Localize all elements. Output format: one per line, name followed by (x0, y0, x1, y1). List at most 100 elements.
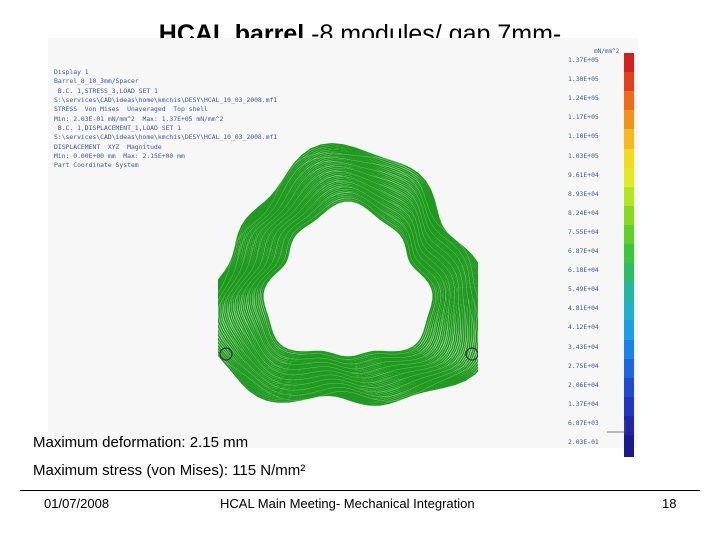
legend-label: 6.18E+04 (568, 266, 599, 275)
mesh-contour-line (256, 194, 440, 363)
legend-swatch (624, 263, 634, 286)
mesh-highlight-line (253, 191, 442, 365)
legend-label: 5.49E+04 (568, 285, 599, 294)
fea-info-text: Display 1 Barrel_8_10_3mm/Spacer B.C. 1,S… (54, 68, 277, 171)
mesh-highlight-line (222, 165, 468, 388)
legend-row: 1.37E+05 (560, 53, 636, 78)
legend-row: 8.93E+04 (560, 186, 636, 212)
fea-info-line: B.C. 1,DISPLACEMENT_1,LOAD SET 1 (54, 124, 181, 133)
fea-info-line: Part Coordinate System (54, 161, 139, 170)
legend-swatch (624, 435, 634, 457)
legend-label: 8.24E+04 (568, 208, 599, 217)
legend-label: 1.37E+05 (568, 56, 599, 64)
mesh-highlight-line (240, 180, 451, 374)
legend-row: 9.61E+04 (560, 167, 636, 193)
legend-label: 1.30E+05 (568, 75, 599, 84)
coordinate-axes-icon (607, 420, 626, 433)
mesh-highlight-line (228, 170, 461, 384)
legend-label: 6.87E+04 (568, 247, 599, 255)
legend-swatch (624, 320, 634, 343)
max-deformation-text: Maximum deformation: 2.15 mm (33, 434, 249, 451)
mesh-contour-line (250, 189, 444, 367)
legend-label: 7.55E+04 (568, 227, 599, 236)
fea-info-line: S:\services\CAD\ideas\home\kmchis\DESY\H… (54, 96, 278, 105)
legend-swatch (624, 244, 634, 266)
legend-label: 3.43E+04 (568, 342, 599, 351)
legend-row: 5.49E+04 (560, 282, 636, 307)
legend-swatch (624, 186, 634, 209)
mesh-contour-line (218, 152, 478, 398)
mesh-contour-line (218, 151, 478, 399)
support-marker-left (219, 347, 233, 361)
mesh-contour-line (218, 142, 478, 406)
legend-label: 6.87E+03 (568, 418, 599, 427)
mesh-contour-line (244, 183, 449, 372)
legend-label: 1.24E+05 (568, 94, 599, 103)
mesh-contour-line (262, 200, 435, 358)
fea-info-line: DISPLACEMENT XYZ Magnitude (54, 142, 162, 151)
legend-row: 4.81E+04 (560, 301, 636, 326)
legend-swatch (624, 129, 634, 152)
mesh-contour-line (246, 185, 448, 370)
legend-swatch (624, 91, 634, 114)
fea-info-line: Barrel_8_10_3mm/Spacer (54, 77, 139, 86)
legend-swatch (624, 110, 634, 133)
mesh-contour-line (235, 174, 457, 379)
legend-row: 6.87E+04 (560, 244, 636, 269)
mesh-highlight-line (218, 161, 475, 393)
legend-swatch (624, 396, 634, 419)
mesh-contour-line (218, 159, 471, 392)
legend-row: 1.24E+05 (560, 91, 636, 116)
mesh-contour-line (225, 166, 465, 386)
legend-swatch (624, 148, 634, 171)
legend-row: 2.75E+04 (560, 358, 636, 384)
legend-swatch (624, 377, 634, 400)
max-stress-text: Maximum stress (von Mises): 115 N/mm² (33, 462, 306, 479)
footer-title: HCAL Main Meeting- Mechanical Integratio… (220, 496, 475, 511)
fea-result-image: Display 1 Barrel_8_10_3mm/Spacer B.C. 1,S… (48, 38, 638, 457)
mesh-contour-line (227, 168, 463, 385)
legend-row: 1.37E+04 (560, 396, 636, 422)
mesh-contour-line (218, 154, 476, 396)
legend-label: 2.06E+04 (568, 380, 599, 389)
mesh-contour-line (252, 190, 443, 366)
legend-swatch (624, 358, 634, 381)
legend-label: 8.93E+04 (568, 189, 599, 198)
legend-label: 2.75E+04 (568, 361, 599, 370)
legend-row: 1.30E+05 (560, 72, 636, 97)
legend-label: 4.81E+04 (568, 304, 599, 313)
mesh-contour-line (218, 144, 478, 405)
mesh-contour-line (233, 173, 459, 380)
legend-swatch (624, 167, 634, 190)
legend-row: 2.06E+04 (560, 377, 636, 403)
legend-row: 1.10E+05 (560, 129, 636, 154)
mesh-contour-line (237, 176, 456, 377)
mesh-highlight-line (259, 197, 437, 360)
mesh-contour-line (254, 192, 441, 364)
legend-row: 1.03E+05 (560, 148, 636, 174)
mesh-contour-line (258, 196, 438, 361)
legend-label: 9.61E+04 (568, 170, 599, 179)
support-marker-right (465, 347, 478, 361)
barrel-mesh (218, 142, 478, 406)
mesh-contour-line (218, 157, 472, 393)
legend-row: 8.24E+04 (560, 205, 636, 231)
mesh-contour-line (260, 198, 436, 360)
legend-row: 6.87E+03 (560, 415, 636, 441)
fea-info-line: Min: 0.00E+00 mm Max: 2.15E+00 mm (54, 152, 185, 161)
mesh-contour-line (231, 171, 460, 382)
fea-info-line: Display 1 (54, 68, 89, 76)
legend-label: 1.37E+04 (568, 399, 599, 408)
legend-row: 6.18E+04 (560, 263, 636, 288)
mesh-contour-line (220, 161, 469, 390)
barrel-deformation-model (218, 142, 478, 406)
mesh-highlight-line (234, 175, 455, 379)
legend-row: 2.03E-01 (560, 435, 636, 460)
legend-label: 1.03E+05 (568, 151, 599, 160)
mesh-contour-line (218, 149, 478, 401)
legend-swatch (624, 205, 634, 228)
legend-label: 2.03E-01 (568, 438, 599, 446)
mesh-highlight-line (218, 157, 478, 397)
mesh-contour-line (242, 181, 451, 373)
mesh-contour-line (238, 178, 454, 376)
